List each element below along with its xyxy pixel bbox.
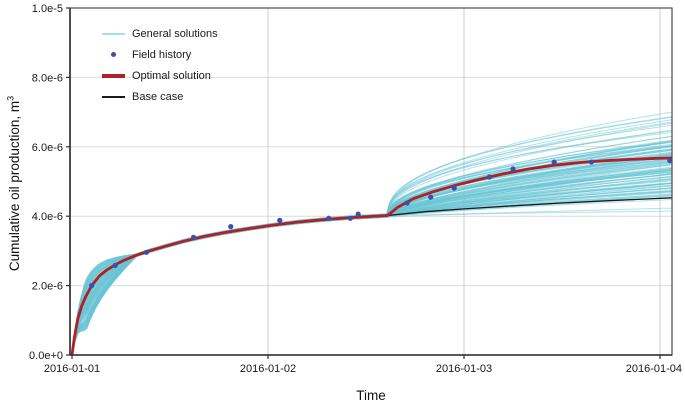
general-solution-line — [71, 131, 672, 355]
general-solution-line — [71, 195, 672, 355]
general-solution-line — [71, 182, 672, 355]
field-history-point — [451, 185, 457, 191]
field-history-point — [112, 262, 118, 269]
general-solution-line — [71, 179, 672, 355]
y-tick-label: 1.0e-5 — [32, 3, 63, 15]
general-solution-line — [71, 159, 672, 355]
legend-label: Base case — [132, 90, 184, 103]
general-solution-line — [71, 178, 672, 355]
base-case-line — [387, 197, 672, 217]
general-solution-line — [71, 182, 672, 355]
general-solution-line — [71, 167, 672, 355]
field-history-point — [486, 174, 493, 180]
general-solutions-series — [71, 111, 672, 355]
general-solution-line — [71, 122, 672, 355]
field-history-point — [190, 234, 197, 240]
field-history-points — [89, 158, 672, 289]
general-solution-line — [71, 183, 672, 355]
field-history-point — [143, 249, 150, 255]
field-history-point — [588, 159, 595, 165]
field-history-point — [347, 215, 353, 221]
general-solution-line — [71, 182, 672, 355]
general-solution-line — [71, 187, 672, 355]
y-axis-title-exponent: 3 — [5, 95, 16, 101]
y-tick-label: 2.0e-6 — [32, 281, 63, 293]
x-tick-label: 2016-01-02 — [240, 363, 296, 375]
general-solution-line — [71, 151, 672, 355]
field-history-point — [228, 224, 234, 230]
general-solution-line — [71, 177, 672, 355]
general-solution-line — [71, 188, 672, 355]
field-history-point — [428, 194, 434, 200]
field-history-dot-icon — [101, 52, 126, 57]
legend: General solutions Field history Optimal … — [101, 23, 218, 107]
y-tick-label: 4.0e-6 — [32, 211, 63, 223]
general-solution-line — [71, 210, 672, 355]
general-solution-line — [71, 197, 672, 355]
y-tick-label: 6.0e-6 — [32, 142, 63, 154]
general-solution-line — [71, 116, 672, 355]
y-axis-title: Cumulative oil production, m3 — [5, 95, 23, 272]
optimal-solution-line — [70, 156, 672, 355]
general-solution-line — [71, 185, 672, 355]
field-history-point — [667, 158, 672, 164]
field-history-point — [277, 217, 283, 223]
legend-item-general-solutions: General solutions — [101, 23, 218, 44]
general-solution-line — [71, 207, 672, 355]
general-solution-line — [71, 180, 672, 355]
general-solution-line — [71, 182, 672, 355]
general-solution-line — [71, 185, 672, 355]
legend-item-base-case: Base case — [101, 86, 218, 107]
general-solution-line — [71, 182, 672, 355]
general-solution-line — [71, 116, 672, 355]
x-tick-label: 2016-01-03 — [436, 363, 492, 375]
general-solution-line — [71, 195, 672, 355]
general-solution-line — [71, 182, 672, 355]
general-solution-line — [71, 111, 672, 355]
legend-label: Field history — [132, 48, 192, 61]
field-history-point — [89, 283, 95, 289]
general-solution-line — [71, 139, 672, 355]
field-history-point — [326, 215, 332, 221]
legend-item-field-history: Field history — [101, 44, 218, 65]
field-history-point — [551, 159, 557, 165]
optimal-solution-line-icon — [101, 73, 126, 78]
field-history-point — [355, 211, 361, 217]
legend-item-optimal-solution: Optimal solution — [101, 65, 218, 86]
general-solution-line — [71, 199, 672, 355]
general-solution-line — [71, 194, 672, 355]
legend-label: General solutions — [132, 27, 218, 40]
x-tick-label: 2016-01-04 — [626, 363, 682, 375]
field-history-point — [510, 166, 516, 172]
x-tick-label: 2016-01-01 — [44, 363, 100, 375]
general-solution-line — [71, 178, 672, 355]
legend-label: Optimal solution — [132, 69, 211, 82]
base-case-line-icon — [101, 95, 126, 98]
field-history-point — [404, 200, 410, 206]
general-solution-line — [71, 187, 672, 355]
general-solution-line — [71, 130, 672, 355]
y-tick-label: 8.0e-6 — [32, 72, 63, 84]
general-solutions-line-icon — [101, 32, 126, 35]
x-axis-title: Time — [356, 388, 386, 403]
y-tick-label: 0.0e+0 — [29, 350, 63, 362]
general-solution-line — [71, 187, 672, 355]
